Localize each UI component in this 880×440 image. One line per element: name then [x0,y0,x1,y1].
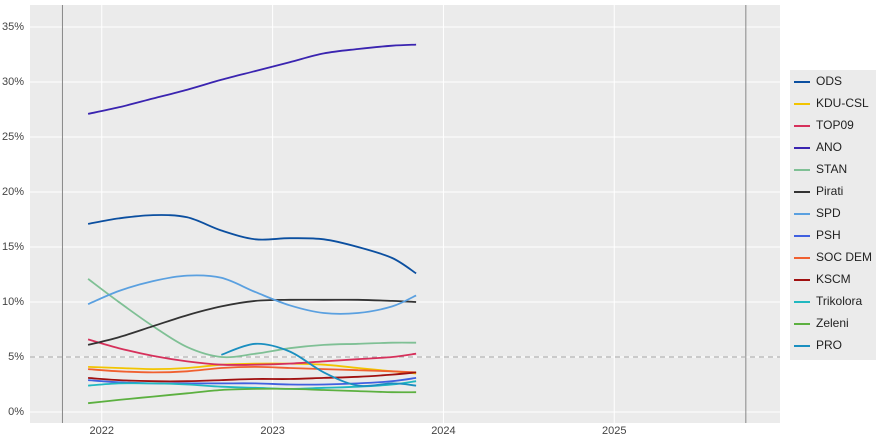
series-line [87,278,417,359]
legend-label: PRO [816,338,842,352]
y-tick-label: 10% [2,296,24,308]
series-line [221,342,417,387]
legend-label: PSH [816,228,841,242]
x-tick-label: 2024 [431,425,455,437]
legend-label: SPD [816,206,841,220]
series-line [88,365,417,374]
x-tick-label: 2022 [90,425,114,437]
plot-background [30,5,780,423]
legend: ODS KDU-CSL TOP09 ANO STAN Pirati SPD PSH SOC DE… [794,74,872,352]
legend-label: KDU-CSL [816,96,869,110]
series-line [87,214,417,275]
y-tick-label: 20% [2,186,24,198]
y-tick-label: 15% [2,241,24,253]
series-line [87,43,417,115]
y-tick-label: 35% [2,21,24,33]
series-line [87,274,417,315]
series-line [88,362,417,375]
series-line [87,338,417,366]
y-tick-label: 0% [8,406,24,418]
legend-label: TOP09 [816,118,854,132]
series-line [87,387,417,405]
y-tick-label: 30% [2,76,24,88]
series-line [88,371,417,383]
y-tick-label: 5% [8,351,24,363]
legend-label: Trikolora [816,294,863,308]
y-tick-label: 25% [2,131,24,143]
x-tick-label: 2023 [260,425,284,437]
legend-label: SOC DEM [816,250,872,264]
legend-label: STAN [816,162,847,176]
legend-label: ANO [816,140,842,154]
legend-label: KSCM [816,272,851,286]
x-tick-label: 2025 [602,425,626,437]
legend-label: Zeleni [816,316,849,330]
legend-label: Pirati [816,184,843,198]
series-line [87,298,417,346]
legend-label: ODS [816,74,842,88]
